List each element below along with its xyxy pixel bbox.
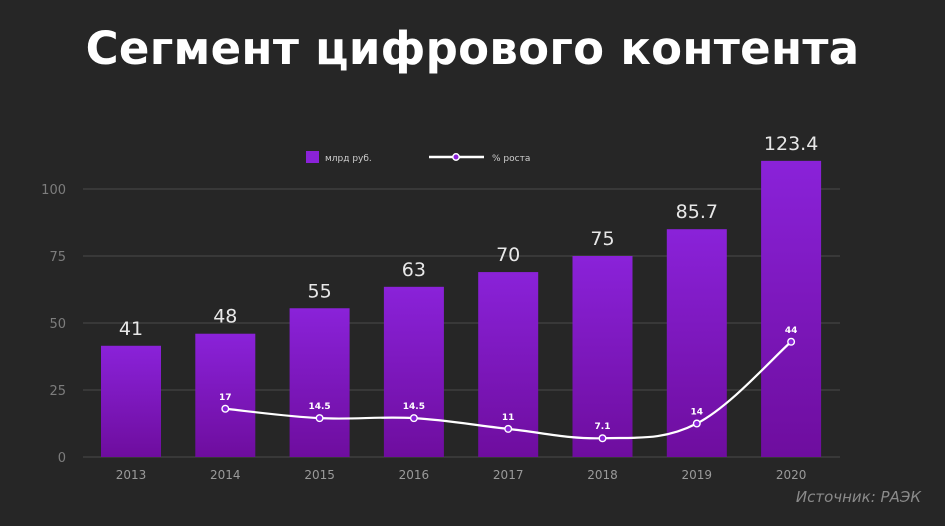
x-tick-label: 2020 xyxy=(776,468,807,482)
x-tick-label: 2014 xyxy=(210,468,241,482)
growth-point xyxy=(221,404,230,413)
bar xyxy=(572,256,633,457)
legend-label-line: % роста xyxy=(492,154,530,164)
bar xyxy=(101,345,161,457)
bar xyxy=(761,160,822,458)
bar xyxy=(289,308,350,457)
bar-value-label: 75 xyxy=(590,228,614,250)
bar xyxy=(383,286,444,457)
growth-point-label: 7.1 xyxy=(595,422,611,432)
growth-point-label: 44 xyxy=(785,326,798,336)
x-tick-label: 2018 xyxy=(587,468,618,482)
growth-point-label: 11 xyxy=(502,413,515,423)
bar-value-label: 41 xyxy=(119,318,143,340)
bar-value-label: 85.7 xyxy=(676,201,718,223)
x-tick-label: 2019 xyxy=(682,468,713,482)
bar-value-label: 63 xyxy=(402,259,426,281)
growth-point xyxy=(409,414,418,423)
x-tick-label: 2013 xyxy=(116,468,147,482)
y-axis-ticks: 0 25 50 75 100 xyxy=(41,183,66,466)
bar-value-label: 123.4 xyxy=(764,133,818,155)
growth-line: 17 14.5 14.5 11 7.1 14 44 xyxy=(219,326,798,443)
legend-swatch-marker xyxy=(452,153,460,161)
growth-point xyxy=(598,434,607,443)
growth-point xyxy=(504,424,513,433)
legend: млрд руб. % роста xyxy=(306,151,530,164)
y-tick-label: 25 xyxy=(49,384,66,399)
x-tick-label: 2017 xyxy=(493,468,524,482)
growth-point xyxy=(692,419,701,428)
growth-point-label: 14.5 xyxy=(403,402,425,412)
bar xyxy=(666,229,727,457)
growth-point-label: 17 xyxy=(219,393,232,403)
legend-swatch-bars xyxy=(306,151,319,163)
y-tick-label: 50 xyxy=(49,317,66,332)
bar-labels: 41 48 55 63 70 75 85.7 123.4 xyxy=(119,133,818,340)
x-axis-ticks: 2013 2014 2015 2016 2017 2018 2019 2020 xyxy=(116,468,807,482)
bar-value-label: 70 xyxy=(496,244,520,266)
source-note: Источник: РАЭК xyxy=(795,488,921,506)
x-tick-label: 2016 xyxy=(399,468,430,482)
growth-point-label: 14 xyxy=(691,408,704,418)
growth-point-label: 14.5 xyxy=(308,402,330,412)
y-tick-label: 75 xyxy=(49,250,66,265)
bars xyxy=(101,160,822,458)
growth-point xyxy=(315,414,324,423)
bar-value-label: 48 xyxy=(213,306,237,328)
legend-label-bars: млрд руб. xyxy=(325,154,372,164)
bar xyxy=(195,333,256,457)
y-tick-label: 100 xyxy=(41,183,66,198)
chart-title: Сегмент цифрового контента xyxy=(85,22,860,75)
x-tick-label: 2015 xyxy=(304,468,335,482)
y-tick-label: 0 xyxy=(58,451,66,466)
growth-point xyxy=(787,337,796,346)
bar-value-label: 55 xyxy=(308,280,332,302)
